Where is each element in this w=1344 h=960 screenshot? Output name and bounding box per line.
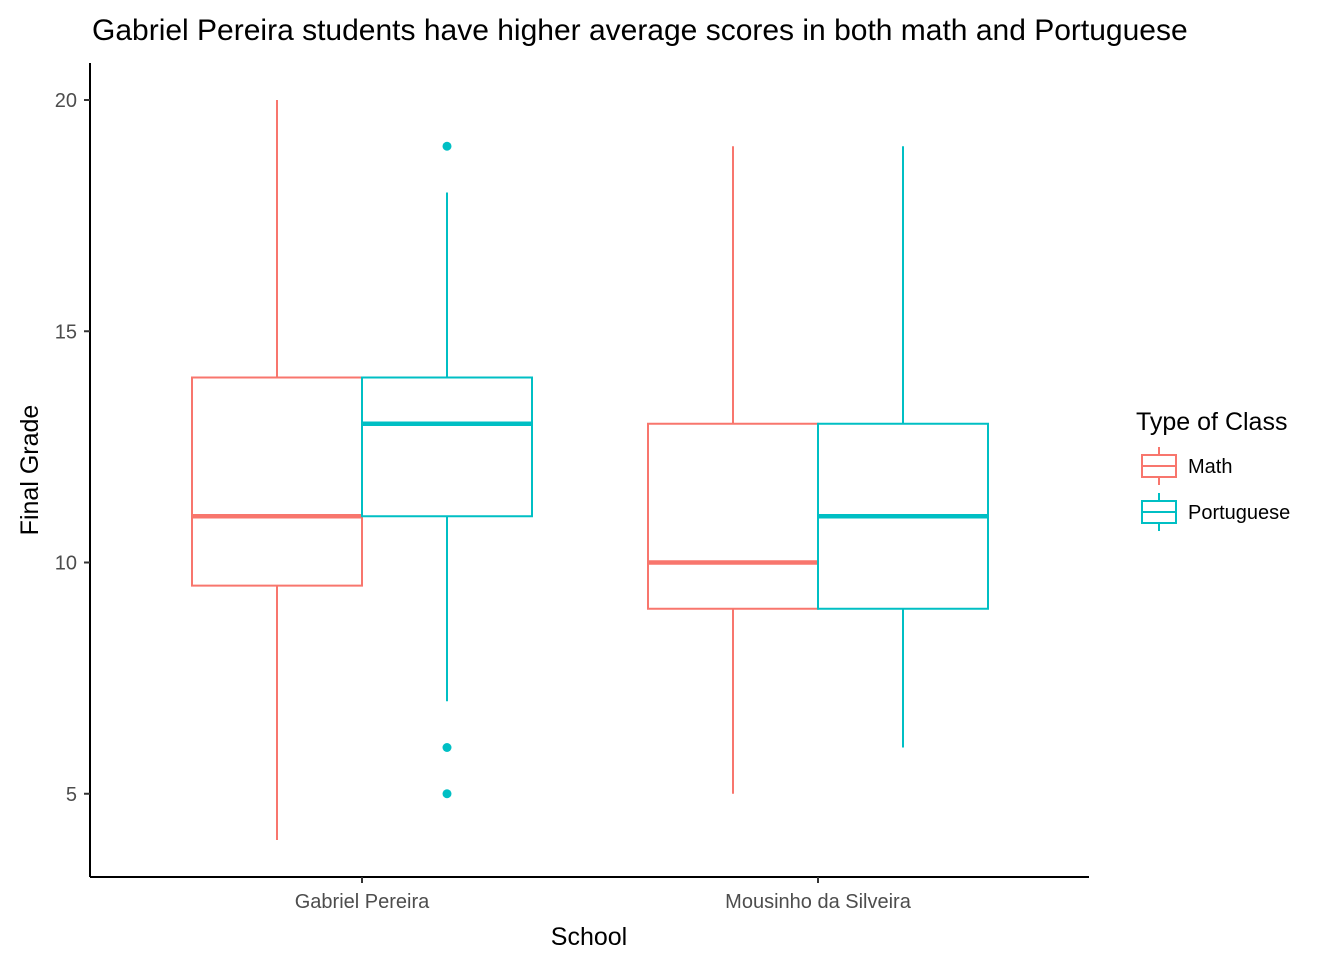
legend-item-portuguese: Portuguese bbox=[1141, 493, 1290, 531]
y-tick-label: 15 bbox=[55, 321, 77, 343]
outlier-point bbox=[442, 789, 452, 799]
chart-title: Gabriel Pereira students have higher ave… bbox=[92, 14, 1188, 47]
box-portuguese-1 bbox=[361, 141, 533, 799]
legend-title: Type of Class bbox=[1136, 408, 1287, 436]
x-tick-label: Mousinho da Silveira bbox=[725, 891, 912, 913]
box-math-1 bbox=[191, 100, 363, 840]
y-tick-label: 10 bbox=[55, 553, 77, 575]
x-axis-title: School bbox=[551, 923, 627, 951]
plot-area bbox=[191, 100, 989, 840]
box-math-2 bbox=[647, 146, 819, 794]
box-portuguese-2 bbox=[817, 146, 989, 748]
iqr-box bbox=[647, 422, 819, 610]
y-tick-label: 5 bbox=[66, 784, 77, 806]
legend-label: Math bbox=[1188, 456, 1232, 478]
legend-label: Portuguese bbox=[1188, 502, 1290, 524]
x-tick-label: Gabriel Pereira bbox=[295, 891, 430, 913]
y-axis-ticks: 5 10 15 20 bbox=[55, 90, 90, 806]
y-tick-label: 20 bbox=[55, 90, 77, 112]
legend-keys: Math Portuguese bbox=[1141, 447, 1290, 531]
iqr-box bbox=[361, 376, 533, 518]
iqr-box bbox=[191, 376, 363, 587]
outlier-point bbox=[442, 141, 452, 151]
y-axis-title: Final Grade bbox=[16, 405, 44, 536]
outlier-point bbox=[442, 743, 452, 752]
x-axis-ticks: Gabriel Pereira Mousinho da Silveira bbox=[295, 877, 912, 913]
legend-item-math: Math bbox=[1141, 447, 1232, 485]
legend: Type of Class Math Portuguese bbox=[1136, 408, 1290, 531]
